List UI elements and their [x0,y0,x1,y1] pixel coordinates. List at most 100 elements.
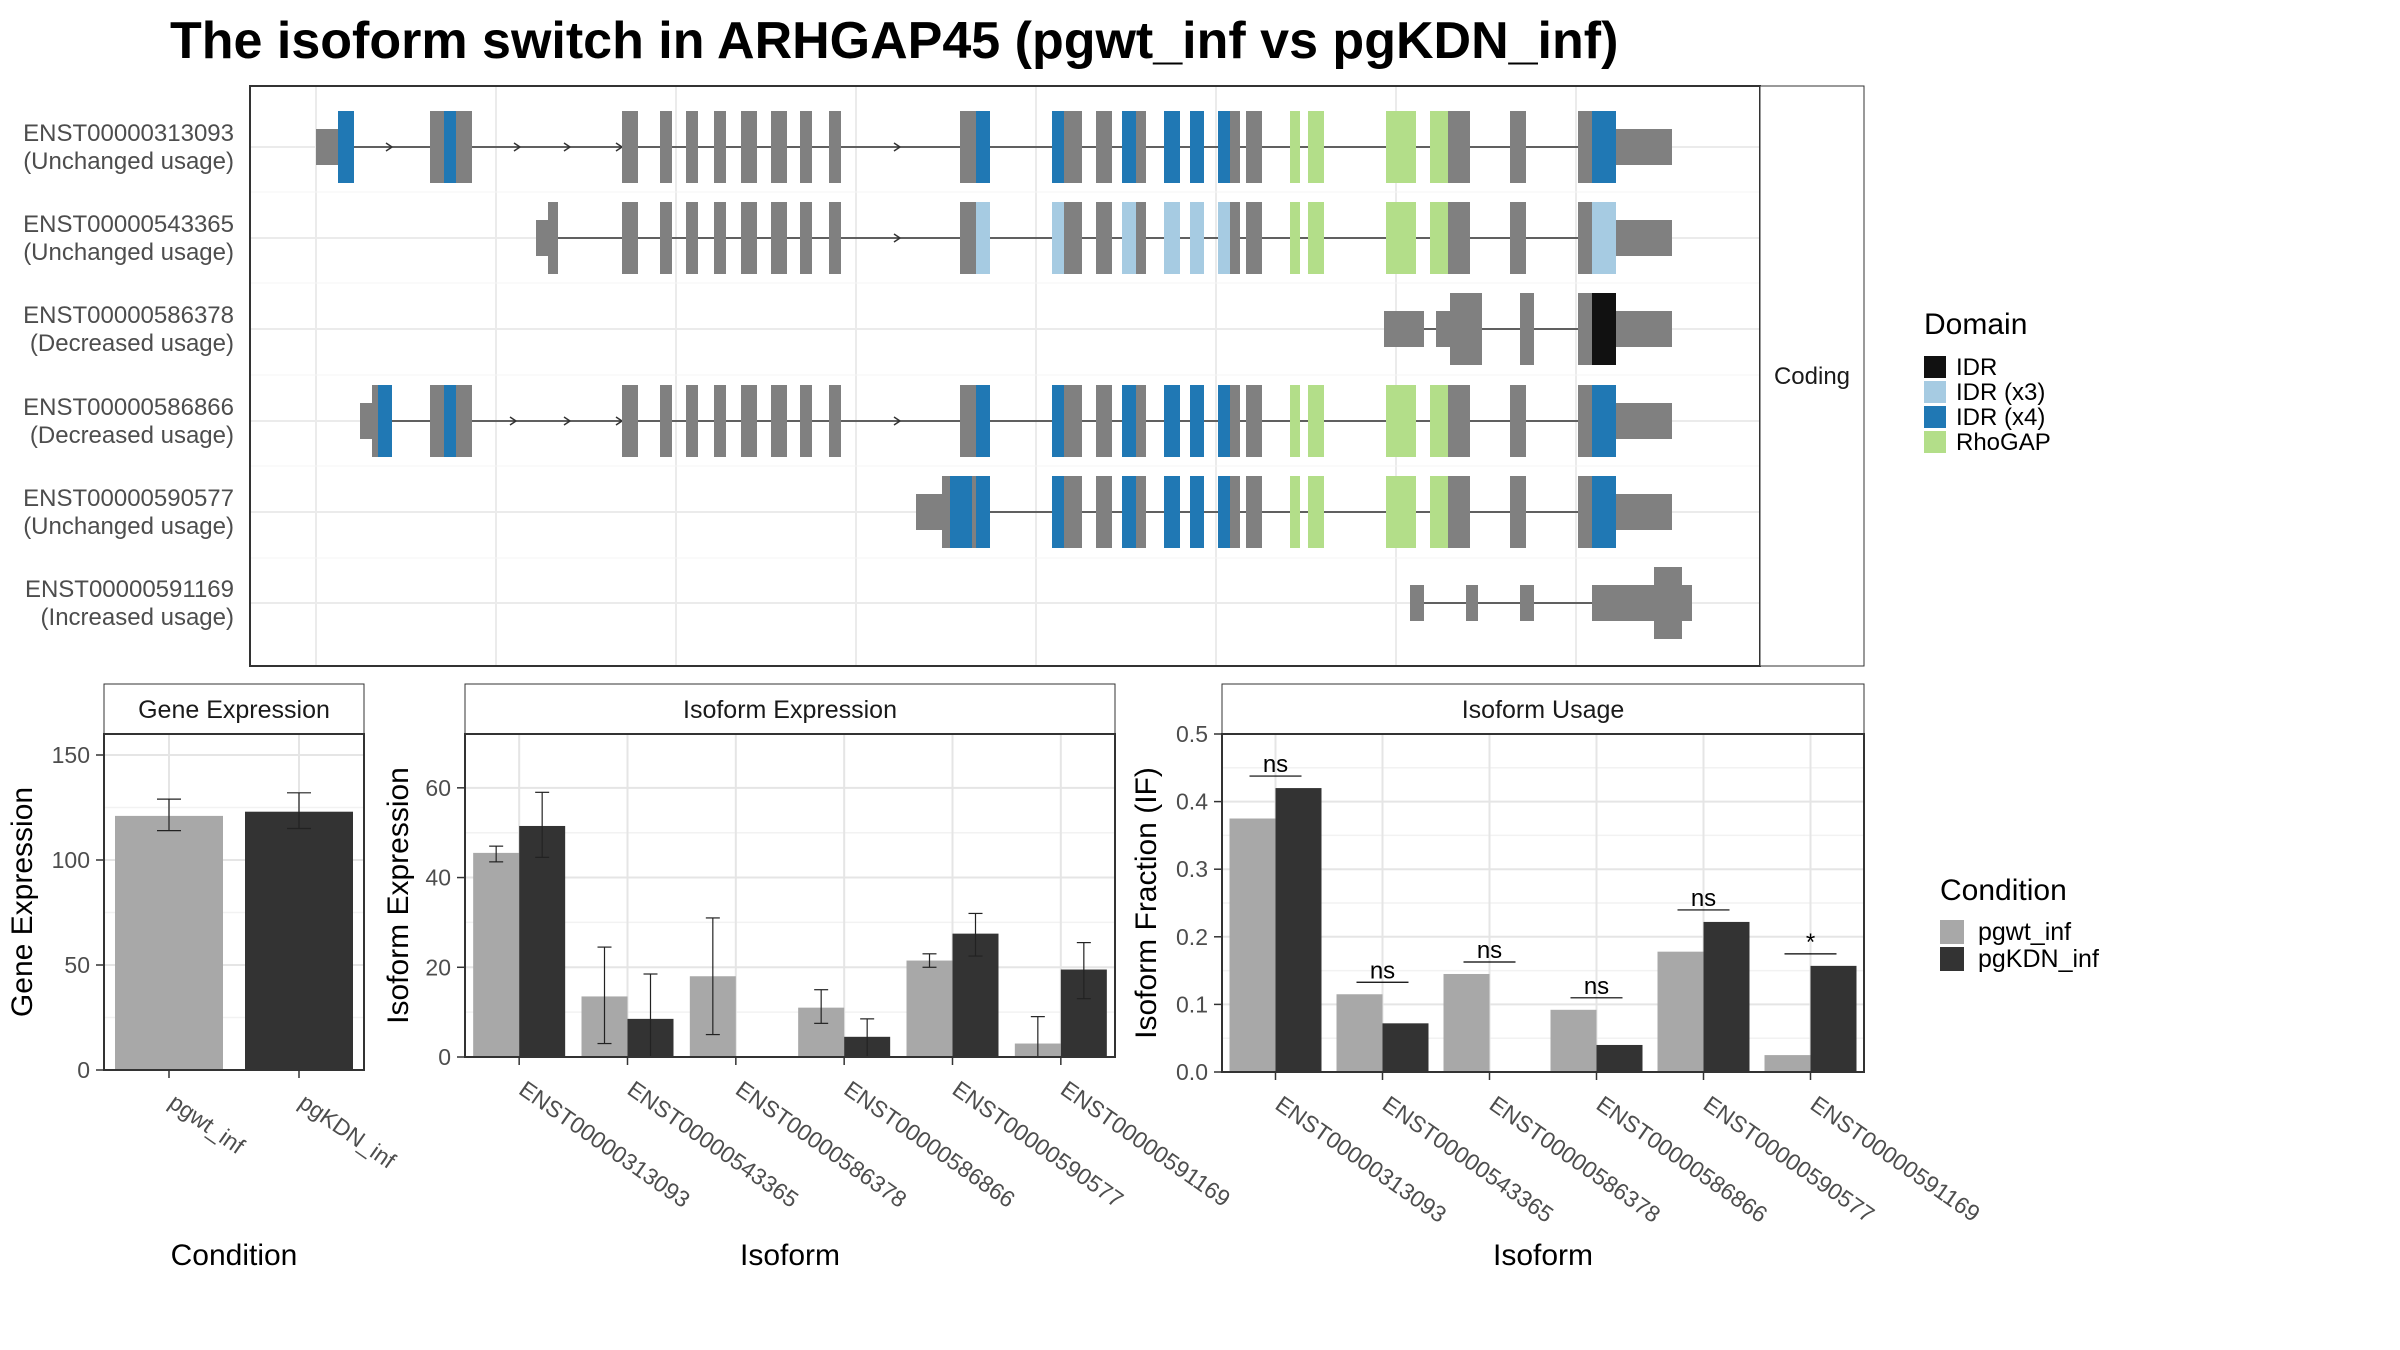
chart-strip-title: Isoform Usage [1462,696,1625,724]
exon-block [1164,202,1180,274]
exon-block [1448,202,1470,274]
x-axis-title: Isoform [1493,1239,1593,1272]
exon-block [1218,111,1230,183]
exon-block [1592,202,1616,274]
exon-block [1448,111,1470,183]
exon-block [1230,476,1240,548]
exon-block [1430,385,1448,457]
condition-legend-swatch [1940,947,1964,971]
exon-block [771,111,787,183]
exon-block [1230,111,1240,183]
domain-legend-swatch [1924,406,1946,428]
exon-block [1064,111,1082,183]
domain-legend-label: IDR (x3) [1956,379,2045,406]
domain-legend-label: RhoGAP [1956,429,2051,456]
bar [1275,788,1322,1072]
exon-block [1308,111,1324,183]
exon-block [1578,385,1592,457]
exon-block [1616,129,1672,165]
exon-block [1246,476,1262,548]
exon-block [1122,202,1136,274]
exon-block [1616,403,1672,439]
intron-direction-arrow [563,416,572,426]
x-tick-label: ENST00000313093 [1271,1091,1451,1228]
intron-direction-arrow [563,142,572,152]
y-tick-label: 100 [52,847,90,873]
exon-block [829,385,841,457]
exon-block [960,385,976,457]
intron-direction-arrow [893,142,902,152]
exon-block [1096,476,1112,548]
figure-title: The isoform switch in ARHGAP45 (pgwt_inf… [170,12,1618,70]
exon-block [1308,476,1324,548]
chart-strip-title: Gene Expression [138,696,330,724]
chart-panel-border [103,733,365,1071]
x-tick-label: pgKDN_inf [294,1089,401,1174]
exon-block [976,476,990,548]
exon-block [1578,293,1592,365]
bar [1336,994,1383,1072]
exon-block [1290,385,1300,457]
exon-block [771,202,787,274]
transcript-id-label: ENST00000543365 [23,211,234,238]
exon-block [1510,476,1526,548]
exon-block [976,111,990,183]
exon-block [1430,202,1448,274]
exon-block [1122,111,1136,183]
exon-block [1386,111,1416,183]
exon-block [1436,311,1450,347]
exon-block [960,202,976,274]
exon-block [430,385,444,457]
significance-label: ns [1691,885,1716,912]
domain-legend-swatch [1924,431,1946,453]
exon-block [1592,293,1616,365]
exon-block [1164,476,1180,548]
exon-block [800,385,812,457]
bar [1764,1055,1811,1072]
exon-block [1052,476,1064,548]
significance-label: ns [1263,751,1288,778]
chart-strip [464,683,1116,735]
exon-block [1578,111,1592,183]
exon-block [660,202,672,274]
transcript-id-label: ENST00000590577 [23,485,234,512]
exon-block [1386,385,1416,457]
transcript-status-label: (Unchanged usage) [23,239,234,266]
transcript-id-label: ENST00000586866 [23,394,234,421]
chart-panel-border [1221,733,1865,1073]
y-tick-label: 0.5 [1176,721,1208,747]
exon-block [1122,385,1136,457]
y-tick-label: 0.2 [1176,924,1208,950]
bar [1703,921,1750,1072]
transcript-status-label: (Decreased usage) [30,330,234,357]
y-tick-label: 0.0 [1176,1059,1208,1085]
intron-direction-arrow [509,416,518,426]
transcript-status-label: (Increased usage) [41,604,234,631]
exon-block [1190,385,1204,457]
exon-block [1448,476,1470,548]
exon-block [1096,202,1112,274]
exon-block [316,129,340,165]
exon-block [714,202,726,274]
domain-legend-swatch [1924,356,1946,378]
exon-block [660,111,672,183]
exon-block [1218,202,1230,274]
exon-block [1136,202,1146,274]
exon-block [1230,385,1240,457]
x-tick-label: ENST00000543365 [1378,1091,1558,1228]
chart-strip [103,683,365,735]
exon-block [1510,111,1526,183]
bar [1382,1023,1429,1072]
exon-block [1578,202,1592,274]
exon-block [1230,202,1240,274]
exon-block [622,202,638,274]
x-tick-label: ENST00000590577 [1699,1091,1879,1228]
exon-block [1654,567,1682,639]
exon-block [942,476,950,548]
exon-block [1384,311,1424,347]
condition-legend-swatch [1940,920,1964,944]
exon-block [1064,202,1082,274]
exon-block [1308,202,1324,274]
